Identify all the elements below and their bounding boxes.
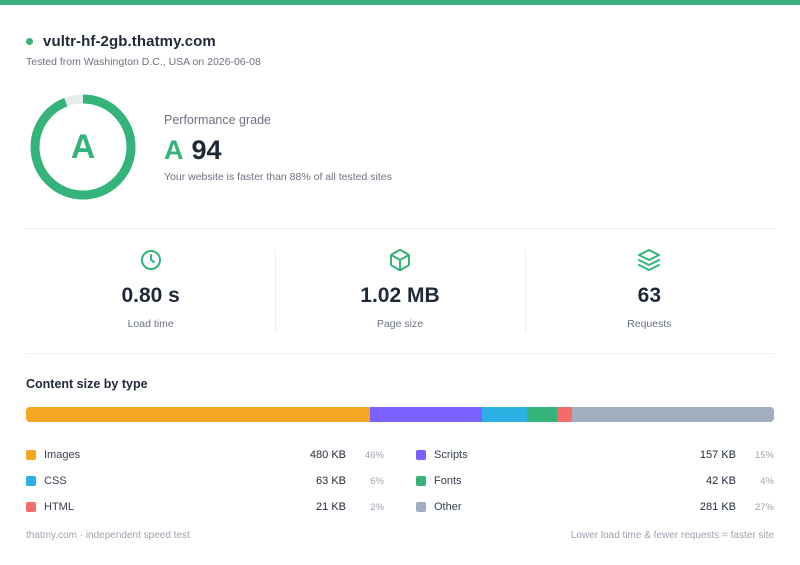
footer-hint: Lower load time & fewer requests = faste…	[570, 530, 774, 541]
html-swatch	[26, 502, 36, 512]
legend-name: CSS	[44, 475, 67, 487]
content-size-bar	[26, 407, 774, 422]
legend-size: 21 KB	[316, 501, 346, 513]
performance-note: Your website is faster than 88% of all t…	[164, 171, 392, 183]
scripts-swatch	[416, 450, 426, 460]
size-bar-segment-other	[572, 407, 774, 422]
tested-domain: vultr-hf-2gb.thatmy.com	[43, 32, 216, 50]
legend-name: Other	[434, 501, 462, 513]
grade-ring-progress	[30, 94, 136, 200]
load-time-value: 0.80 s	[121, 284, 180, 307]
grade-ring-graphic	[30, 94, 136, 200]
css-swatch	[26, 476, 36, 486]
clock-icon	[140, 250, 161, 270]
legend-size: 63 KB	[316, 475, 346, 487]
load-time-label: Load time	[127, 318, 174, 330]
stat-requests: 63 Requests	[524, 248, 774, 334]
performance-summary: Performance grade A 94 Your website is f…	[164, 113, 392, 183]
footer-credit: thatmy.com · independent speed test	[26, 530, 190, 541]
report-header: vultr-hf-2gb.thatmy.com Tested from Wash…	[26, 32, 261, 68]
requests-value: 63	[637, 284, 661, 307]
legend-item-html: HTML 21 KB 2%	[26, 494, 384, 520]
legend-pct: 4%	[760, 475, 774, 487]
legend-pct: 2%	[370, 501, 384, 513]
page-size-label: Page size	[376, 318, 424, 330]
layers-icon	[638, 249, 661, 271]
stat-page-size: 1.02 MB Page size	[275, 248, 524, 334]
content-size-title: Content size by type	[26, 377, 148, 391]
legend-right: Scripts 157 KB 15% Fonts 42 KB 4% Other …	[416, 442, 774, 520]
legend-name: Images	[44, 449, 81, 461]
legend-item-fonts: Fonts 42 KB 4%	[416, 468, 774, 494]
grade-score: 94	[191, 135, 222, 165]
size-bar-segment-html	[557, 407, 572, 422]
legend-pct: 27%	[754, 501, 774, 513]
size-bar-segment-scripts	[370, 407, 483, 422]
legend-item-images: Images 480 KB 46%	[26, 442, 384, 468]
status-dot	[26, 37, 33, 45]
legend-size: 157 KB	[699, 449, 736, 461]
legend-item-other: Other 281 KB 27%	[416, 494, 774, 520]
legend-pct: 6%	[370, 475, 384, 487]
size-bar-segment-fonts	[527, 407, 558, 422]
legend-size: 42 KB	[706, 475, 736, 487]
legend-name: Fonts	[434, 475, 462, 487]
tested-from-text: Tested from Washington D.C., USA on 2026…	[26, 56, 261, 68]
legend-pct: 15%	[754, 449, 774, 461]
requests-label: Requests	[627, 318, 672, 330]
grade-letter-large: A	[70, 127, 96, 166]
performance-grade-label: Performance grade	[164, 113, 272, 127]
size-bar-segment-css	[482, 407, 528, 422]
stat-load-time: 0.80 s Load time	[26, 248, 275, 334]
legend-size: 281 KB	[699, 501, 736, 513]
legend-name: HTML	[44, 501, 74, 513]
legend-item-scripts: Scripts 157 KB 15%	[416, 442, 774, 468]
divider	[26, 353, 774, 354]
grade-letter: A	[164, 135, 184, 165]
legend-name: Scripts	[434, 449, 468, 461]
divider	[26, 228, 774, 229]
legend-item-css: CSS 63 KB 6%	[26, 468, 384, 494]
other-swatch	[416, 502, 426, 512]
grade-ring: A	[28, 92, 138, 202]
page-size-value: 1.02 MB	[360, 284, 440, 307]
box-icon	[389, 249, 410, 271]
legend-pct: 46%	[364, 449, 384, 461]
fonts-swatch	[416, 476, 426, 486]
legend-left: Images 480 KB 46% CSS 63 KB 6% HTML 21 K…	[26, 442, 384, 520]
stats-row: 0.80 s Load time 1.02 MB Page size 63 Re…	[26, 248, 774, 334]
images-swatch	[26, 450, 36, 460]
size-bar-segment-images	[26, 407, 371, 422]
top-accent-bar	[0, 0, 800, 5]
legend-size: 480 KB	[309, 449, 346, 461]
